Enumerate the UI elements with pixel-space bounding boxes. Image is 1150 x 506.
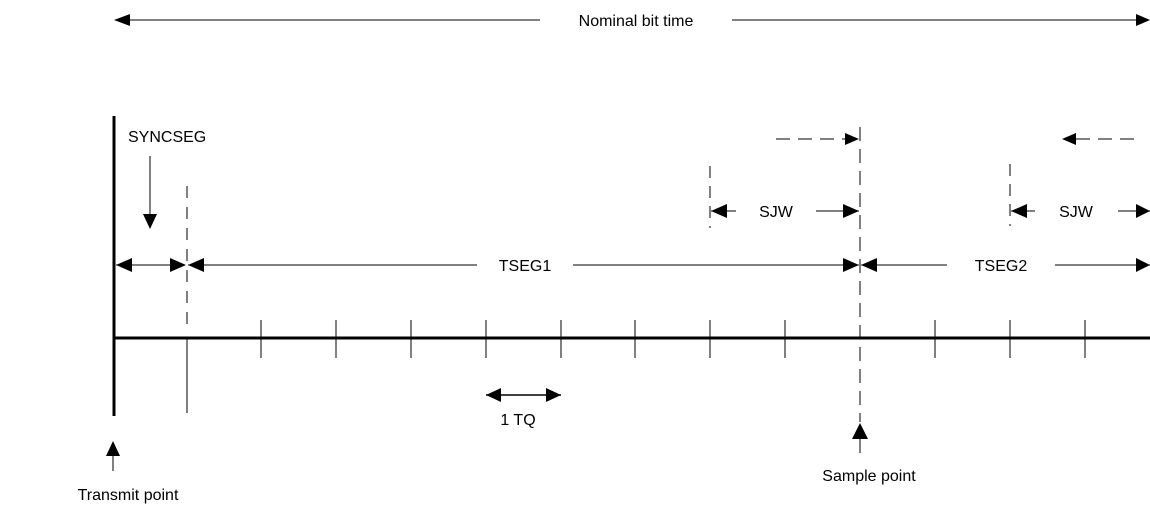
sjw-right-dashed-arrow — [1062, 133, 1136, 145]
sample-point-label: Sample point — [822, 468, 916, 485]
tq-span-arrow — [486, 388, 561, 402]
nominal-bit-time-arrow — [114, 14, 1150, 26]
sample-point-arrow — [852, 423, 868, 453]
sjw-left-span-arrow — [711, 204, 859, 218]
tseg1-label: TSEG1 — [499, 258, 552, 275]
sjw-right-label: SJW — [1059, 204, 1094, 221]
sjw-right-span-arrow — [1011, 204, 1150, 218]
transmit-point-arrow — [106, 441, 120, 471]
sjw-left-label: SJW — [759, 204, 794, 221]
tseg2-label: TSEG2 — [975, 258, 1028, 275]
tseg2-span-arrow — [861, 258, 1150, 272]
tq-label: 1 TQ — [500, 412, 535, 429]
syncseg-label: SYNCSEG — [128, 129, 206, 146]
sjw-left-dashed-arrow — [776, 133, 859, 145]
transmit-point-label: Transmit point — [78, 487, 179, 504]
nominal-bit-time-label: Nominal bit time — [579, 13, 694, 30]
syncseg-span-arrow — [116, 258, 186, 272]
syncseg-down-arrow — [143, 156, 157, 229]
tseg1-span-arrow — [188, 258, 859, 272]
tq-ticks — [260, 320, 1086, 358]
